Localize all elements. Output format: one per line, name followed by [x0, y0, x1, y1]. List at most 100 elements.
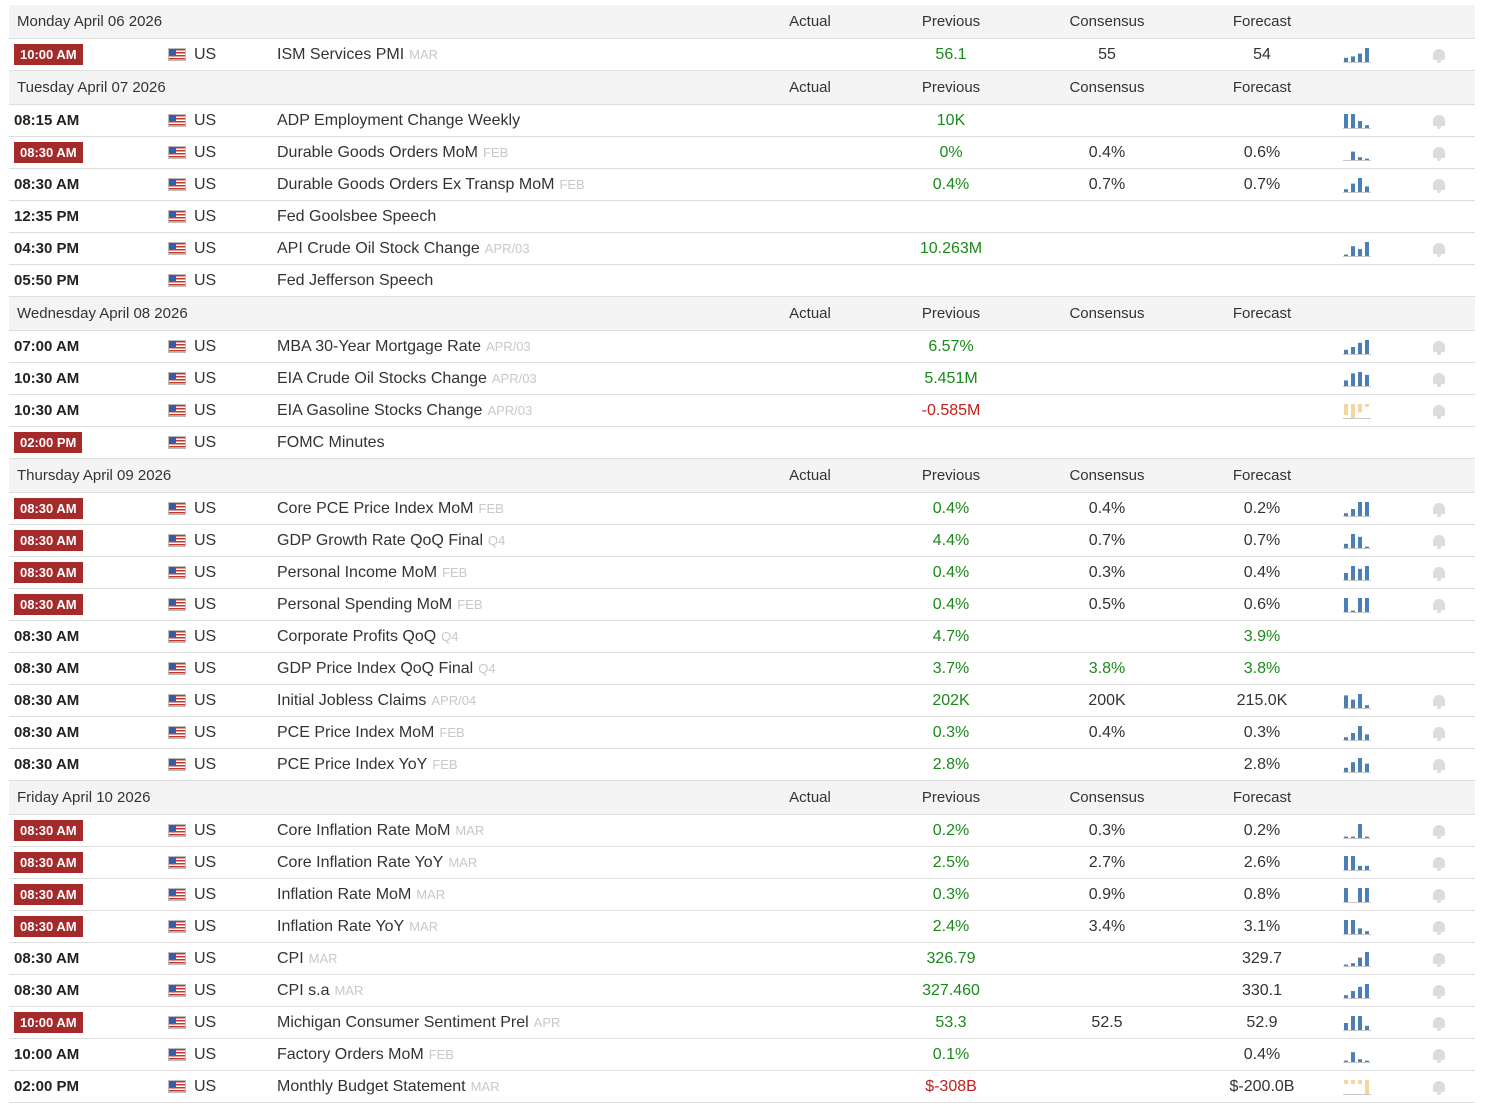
event-row[interactable]: 08:30 AM US Corporate Profits QoQ Q4 4.7% 3.9…	[9, 621, 1475, 653]
event-name-link[interactable]: GDP Price Index QoQ Final	[277, 659, 474, 677]
history-sparkline[interactable]	[1343, 847, 1373, 878]
event-row[interactable]: 10:00 AM US Factory Orders MoM FEB 0.1% 0.4%	[9, 1039, 1475, 1071]
event-row[interactable]: 02:00 PM US Monthly Budget Statement MAR $-3…	[9, 1071, 1475, 1103]
event-row[interactable]: 08:30 AM US Core Inflation Rate YoY MAR 2.5%…	[9, 847, 1475, 879]
event-row[interactable]: 10:30 AM US EIA Gasoline Stocks Change APR/…	[9, 395, 1475, 427]
history-sparkline[interactable]	[1343, 395, 1373, 426]
event-row[interactable]: 08:30 AM US Durable Goods Orders MoM FEB 0% 0…	[9, 137, 1475, 169]
alert-bell-button[interactable]	[1429, 105, 1449, 136]
event-name-link[interactable]: PCE Price Index MoM	[277, 723, 435, 741]
event-name-link[interactable]: EIA Crude Oil Stocks Change	[277, 369, 487, 387]
event-name-link[interactable]: Inflation Rate MoM	[277, 885, 412, 903]
history-sparkline[interactable]	[1343, 943, 1373, 974]
event-name-link[interactable]: GDP Growth Rate QoQ Final	[277, 531, 483, 549]
event-row[interactable]: 10:30 AM US EIA Crude Oil Stocks Change APR…	[9, 363, 1475, 395]
event-row[interactable]: 05:50 PM US Fed Jefferson Speech	[9, 265, 1475, 297]
alert-bell-button[interactable]	[1429, 233, 1449, 264]
history-sparkline[interactable]	[1343, 233, 1373, 264]
alert-bell-button[interactable]	[1429, 911, 1449, 942]
history-sparkline[interactable]	[1343, 975, 1373, 1006]
event-name-link[interactable]: MBA 30-Year Mortgage Rate	[277, 337, 481, 355]
alert-bell-button[interactable]	[1429, 395, 1449, 426]
event-name-link[interactable]: Inflation Rate YoY	[277, 917, 405, 935]
event-name-link[interactable]: Durable Goods Orders Ex Transp MoM	[277, 175, 555, 193]
event-row[interactable]: 08:30 AM US PCE Price Index YoY FEB 2.8% 2.8%	[9, 749, 1475, 781]
alert-bell-button[interactable]	[1429, 815, 1449, 846]
event-row[interactable]: 10:00 AM US Michigan Consumer Sentiment Pr…	[9, 1007, 1475, 1039]
history-sparkline[interactable]	[1343, 589, 1373, 620]
event-row[interactable]: 04:30 PM US API Crude Oil Stock Change APR/…	[9, 233, 1475, 265]
event-name-link[interactable]: Durable Goods Orders MoM	[277, 143, 478, 161]
alert-bell-button[interactable]	[1429, 1071, 1449, 1102]
alert-bell-button[interactable]	[1429, 493, 1449, 524]
event-row[interactable]: 08:30 AM US CPI MAR 326.79 329.7	[9, 943, 1475, 975]
event-row[interactable]: 08:30 AM US Core Inflation Rate MoM MAR 0.2%…	[9, 815, 1475, 847]
alert-bell-button[interactable]	[1429, 717, 1449, 748]
alert-bell-button[interactable]	[1429, 169, 1449, 200]
event-name-link[interactable]: CPI	[277, 949, 304, 967]
history-sparkline[interactable]	[1343, 749, 1373, 780]
event-row[interactable]: 10:00 AM US ISM Services PMI MAR 56.1 55 54	[9, 39, 1475, 71]
event-name-link[interactable]: CPI s.a	[277, 981, 330, 999]
alert-bell-button[interactable]	[1429, 331, 1449, 362]
alert-bell-button[interactable]	[1429, 589, 1449, 620]
event-name-link[interactable]: Core PCE Price Index MoM	[277, 499, 474, 517]
history-sparkline[interactable]	[1343, 493, 1373, 524]
event-row[interactable]: 08:30 AM US Inflation Rate MoM MAR 0.3% 0.9% 0…	[9, 879, 1475, 911]
event-row[interactable]: 08:15 AM US ADP Employment Change Weekly 10…	[9, 105, 1475, 137]
event-row[interactable]: 08:30 AM US CPI s.a MAR 327.460 330.1	[9, 975, 1475, 1007]
alert-bell-button[interactable]	[1429, 749, 1449, 780]
alert-bell-button[interactable]	[1429, 1007, 1449, 1038]
event-row[interactable]: 08:30 AM US Durable Goods Orders Ex Transp…	[9, 169, 1475, 201]
alert-bell-button[interactable]	[1429, 1039, 1449, 1070]
event-name-link[interactable]: EIA Gasoline Stocks Change	[277, 401, 483, 419]
event-row[interactable]: 08:30 AM US Personal Spending MoM FEB 0.4% 0.…	[9, 589, 1475, 621]
event-name-link[interactable]: ISM Services PMI	[277, 45, 405, 63]
alert-bell-button[interactable]	[1429, 975, 1449, 1006]
event-row[interactable]: 12:35 PM US Fed Goolsbee Speech	[9, 201, 1475, 233]
history-sparkline[interactable]	[1343, 879, 1373, 910]
event-name-link[interactable]: PCE Price Index YoY	[277, 755, 428, 773]
history-sparkline[interactable]	[1343, 1007, 1373, 1038]
alert-bell-button[interactable]	[1429, 525, 1449, 556]
history-sparkline[interactable]	[1343, 39, 1373, 70]
alert-bell-button[interactable]	[1429, 39, 1449, 70]
history-sparkline[interactable]	[1343, 525, 1373, 556]
history-sparkline[interactable]	[1343, 1071, 1373, 1102]
alert-bell-button[interactable]	[1429, 557, 1449, 588]
event-name-link[interactable]: Factory Orders MoM	[277, 1045, 424, 1063]
alert-bell-button[interactable]	[1429, 879, 1449, 910]
history-sparkline[interactable]	[1343, 815, 1373, 846]
alert-bell-button[interactable]	[1429, 685, 1449, 716]
history-sparkline[interactable]	[1343, 331, 1373, 362]
event-name-link[interactable]: Personal Spending MoM	[277, 595, 453, 613]
event-name-link[interactable]: Michigan Consumer Sentiment Prel	[277, 1013, 529, 1031]
event-name-link[interactable]: Core Inflation Rate YoY	[277, 853, 444, 871]
history-sparkline[interactable]	[1343, 717, 1373, 748]
history-sparkline[interactable]	[1343, 557, 1373, 588]
event-name-link[interactable]: Fed Goolsbee Speech	[277, 207, 437, 225]
event-row[interactable]: 02:00 PM US FOMC Minutes	[9, 427, 1475, 459]
event-row[interactable]: 08:30 AM US PCE Price Index MoM FEB 0.3% 0.4%…	[9, 717, 1475, 749]
event-row[interactable]: 08:30 AM US Inflation Rate YoY MAR 2.4% 3.4% 3…	[9, 911, 1475, 943]
event-name-link[interactable]: ADP Employment Change Weekly	[277, 111, 521, 129]
event-row[interactable]: 08:30 AM US GDP Growth Rate QoQ Final Q4 4.4…	[9, 525, 1475, 557]
event-name-link[interactable]: Personal Income MoM	[277, 563, 438, 581]
alert-bell-button[interactable]	[1429, 363, 1449, 394]
event-row[interactable]: 08:30 AM US Initial Jobless Claims APR/04 20…	[9, 685, 1475, 717]
event-name-link[interactable]: Core Inflation Rate MoM	[277, 821, 451, 839]
history-sparkline[interactable]	[1343, 685, 1373, 716]
event-name-link[interactable]: API Crude Oil Stock Change	[277, 239, 480, 257]
history-sparkline[interactable]	[1343, 137, 1373, 168]
history-sparkline[interactable]	[1343, 1039, 1373, 1070]
history-sparkline[interactable]	[1343, 105, 1373, 136]
event-name-link[interactable]: Corporate Profits QoQ	[277, 627, 437, 645]
event-name-link[interactable]: Initial Jobless Claims	[277, 691, 427, 709]
history-sparkline[interactable]	[1343, 911, 1373, 942]
history-sparkline[interactable]	[1343, 169, 1373, 200]
event-row[interactable]: 08:30 AM US Personal Income MoM FEB 0.4% 0.3%…	[9, 557, 1475, 589]
event-row[interactable]: 08:30 AM US GDP Price Index QoQ Final Q4 3.7…	[9, 653, 1475, 685]
event-name-link[interactable]: Fed Jefferson Speech	[277, 271, 434, 289]
alert-bell-button[interactable]	[1429, 847, 1449, 878]
alert-bell-button[interactable]	[1429, 943, 1449, 974]
